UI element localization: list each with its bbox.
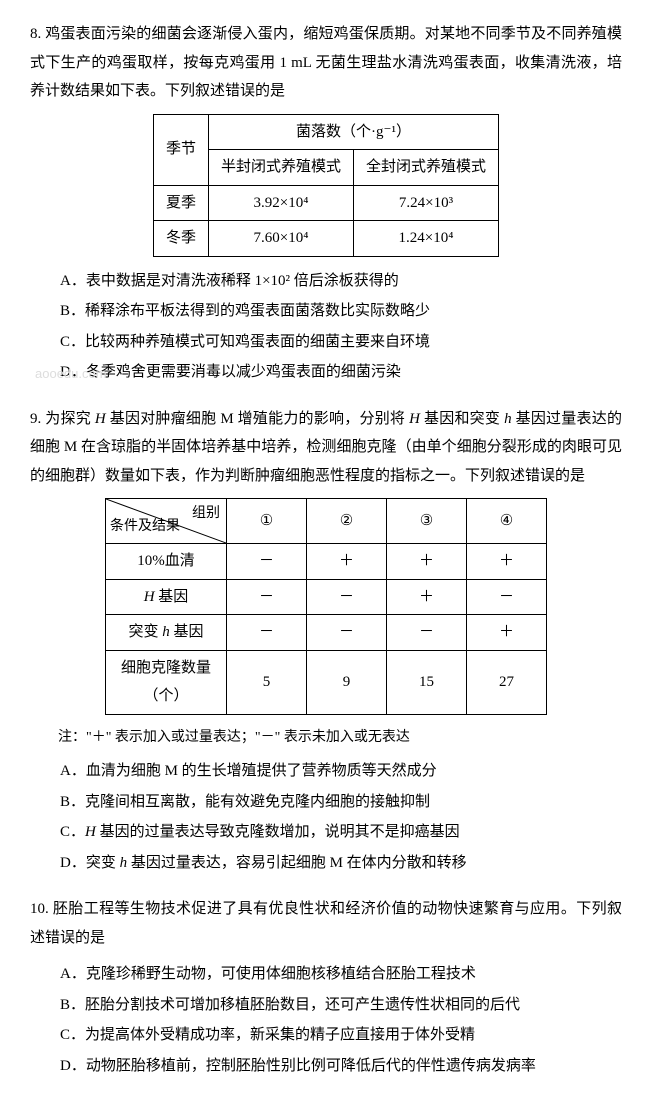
q8-option-c: C．比较两种养殖模式可知鸡蛋表面的细菌主要来自环境 <box>60 328 622 357</box>
q9-col-4: ④ <box>467 499 547 544</box>
question-10: 10. 胚胎工程等生物技术促进了具有优良性状和经济价值的动物快速繁育与应用。下列… <box>30 895 622 1080</box>
q8-stem-text: 鸡蛋表面污染的细菌会逐渐侵入蛋内，缩短鸡蛋保质期。对某地不同季节及不同养殖模式下… <box>30 26 622 99</box>
q9-stem-text: 为探究 H 基因对肿瘤细胞 M 增殖能力的影响，分别将 H 基因和突变 h 基因… <box>30 411 622 484</box>
table-row: H 基因 － － ＋ － <box>106 579 547 615</box>
q9-diag-header: 组别 条件及结果 <box>106 499 227 544</box>
q9-rowlabel: 细胞克隆数量（个） <box>106 650 227 714</box>
q9-col-3: ③ <box>387 499 467 544</box>
q9-cell: － <box>227 544 307 580</box>
q8-cell: 7.60×10⁴ <box>208 221 353 257</box>
q9-cell: － <box>307 615 387 651</box>
q8-th-semi: 半封闭式养殖模式 <box>208 150 353 186</box>
q9-cell: 27 <box>467 650 547 714</box>
q8-stem: 8. 鸡蛋表面污染的细菌会逐渐侵入蛋内，缩短鸡蛋保质期。对某地不同季节及不同养殖… <box>30 20 622 106</box>
q8-cell: 1.24×10⁴ <box>354 221 499 257</box>
q8-table: 季节 菌落数（个·g⁻¹） 半封闭式养殖模式 全封闭式养殖模式 夏季 3.92×… <box>153 114 499 257</box>
q8-number: 8. <box>30 26 41 42</box>
q9-cell: ＋ <box>307 544 387 580</box>
q9-cell: 15 <box>387 650 467 714</box>
q8-th-colony: 菌落数（个·g⁻¹） <box>208 114 498 150</box>
q10-stem: 10. 胚胎工程等生物技术促进了具有优良性状和经济价值的动物快速繁育与应用。下列… <box>30 895 622 952</box>
q9-cell: ＋ <box>467 544 547 580</box>
q9-options: A．血清为细胞 M 的生长增殖提供了营养物质等天然成分 B．克隆间相互离散，能有… <box>30 757 622 877</box>
q9-cell: ＋ <box>467 615 547 651</box>
q9-rowlabel: H 基因 <box>106 579 227 615</box>
q9-diag-bottom: 条件及结果 <box>110 514 180 541</box>
q9-rowlabel: 突变 h 基因 <box>106 615 227 651</box>
q9-cell: ＋ <box>387 579 467 615</box>
table-row: 冬季 7.60×10⁴ 1.24×10⁴ <box>153 221 498 257</box>
q9-option-a: A．血清为细胞 M 的生长增殖提供了营养物质等天然成分 <box>60 757 622 786</box>
q10-number: 10. <box>30 901 49 917</box>
q9-cell: 5 <box>227 650 307 714</box>
q9-note: 注："＋" 表示加入或过量表达；"－" 表示未加入或无表达 <box>30 725 622 752</box>
q9-cell: － <box>307 579 387 615</box>
q9-number: 9. <box>30 411 41 427</box>
q10-option-b: B．胚胎分割技术可增加移植胚胎数目，还可产生遗传性状相同的后代 <box>60 991 622 1020</box>
q9-cell: － <box>467 579 547 615</box>
q8-cell: 3.92×10⁴ <box>208 185 353 221</box>
table-row: 夏季 3.92×10⁴ 7.24×10³ <box>153 185 498 221</box>
table-row: 细胞克隆数量（个） 5 9 15 27 <box>106 650 547 714</box>
q10-stem-text: 胚胎工程等生物技术促进了具有优良性状和经济价值的动物快速繁育与应用。下列叙述错误… <box>30 901 622 946</box>
q9-rowlabel: 10%血清 <box>106 544 227 580</box>
q9-option-d: D．突变 h 基因过量表达，容易引起细胞 M 在体内分散和转移 <box>60 849 622 878</box>
q9-option-c: C．H 基因的过量表达导致克隆数增加，说明其不是抑癌基因 <box>60 818 622 847</box>
q9-cell: － <box>227 615 307 651</box>
q8-th-season: 季节 <box>153 114 208 185</box>
q8-option-a: A．表中数据是对清洗液稀释 1×10² 倍后涂板获得的 <box>60 267 622 296</box>
q9-table: 组别 条件及结果 ① ② ③ ④ 10%血清 － ＋ ＋ ＋ H 基因 － － … <box>105 498 547 715</box>
q10-option-a: A．克隆珍稀野生动物，可使用体细胞核移植结合胚胎工程技术 <box>60 960 622 989</box>
q8-cell: 7.24×10³ <box>354 185 499 221</box>
q10-option-d: D．动物胚胎移植前，控制胚胎性别比例可降低后代的伴性遗传病发病率 <box>60 1052 622 1081</box>
q8-cell: 夏季 <box>153 185 208 221</box>
q9-stem: 9. 为探究 H 基因对肿瘤细胞 M 增殖能力的影响，分别将 H 基因和突变 h… <box>30 405 622 491</box>
q8-th-full: 全封闭式养殖模式 <box>354 150 499 186</box>
q8-option-b: B．稀释涂布平板法得到的鸡蛋表面菌落数比实际数略少 <box>60 297 622 326</box>
q9-option-b: B．克隆间相互离散，能有效避免克隆内细胞的接触抑制 <box>60 788 622 817</box>
table-row: 10%血清 － ＋ ＋ ＋ <box>106 544 547 580</box>
table-row: 突变 h 基因 － － － ＋ <box>106 615 547 651</box>
question-9: 9. 为探究 H 基因对肿瘤细胞 M 增殖能力的影响，分别将 H 基因和突变 h… <box>30 405 622 878</box>
q8-options: A．表中数据是对清洗液稀释 1×10² 倍后涂板获得的 B．稀释涂布平板法得到的… <box>30 267 622 387</box>
q9-col-1: ① <box>227 499 307 544</box>
q9-cell: ＋ <box>387 544 467 580</box>
q9-cell: 9 <box>307 650 387 714</box>
q10-option-c: C．为提高体外受精成功率，新采集的精子应直接用于体外受精 <box>60 1021 622 1050</box>
q9-col-2: ② <box>307 499 387 544</box>
q9-cell: － <box>387 615 467 651</box>
q8-cell: 冬季 <box>153 221 208 257</box>
q9-cell: － <box>227 579 307 615</box>
q10-options: A．克隆珍稀野生动物，可使用体细胞核移植结合胚胎工程技术 B．胚胎分割技术可增加… <box>30 960 622 1080</box>
watermark: aooedu.com <box>35 362 107 387</box>
q9-diag-top: 组别 <box>192 501 220 528</box>
question-8: 8. 鸡蛋表面污染的细菌会逐渐侵入蛋内，缩短鸡蛋保质期。对某地不同季节及不同养殖… <box>30 20 622 387</box>
q8-option-d: D．冬季鸡舍更需要消毒以减少鸡蛋表面的细菌污染 <box>60 358 622 387</box>
